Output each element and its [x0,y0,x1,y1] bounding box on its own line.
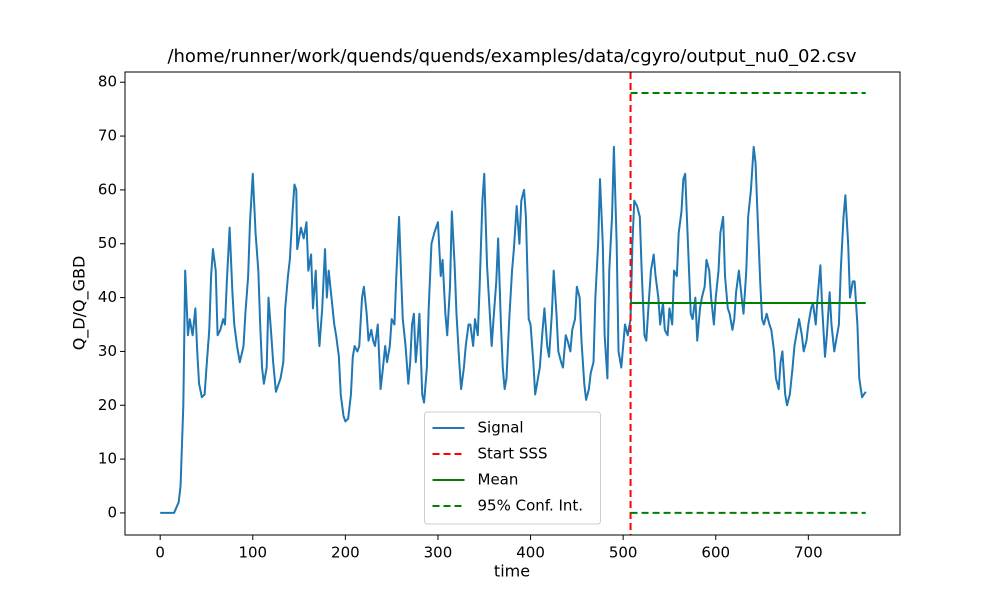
y-tick-label: 40 [98,288,117,306]
plot-frame [124,71,901,536]
legend-label: 95% Conf. Int. [478,497,584,515]
y-tick-label: 10 [98,450,117,468]
y-tick-label: 80 [98,73,117,91]
chart-title: /home/runner/work/quends/quends/examples… [167,46,856,67]
x-tick-label: 600 [701,544,730,562]
x-tick-label: 300 [424,544,453,562]
y-tick-label: 30 [98,342,117,360]
y-axis-label: Q_D/Q_GBD [70,256,90,351]
legend-label: Mean [478,471,519,489]
x-tick-label: 200 [331,544,360,562]
legend-box [424,411,601,525]
y-tick-label: 60 [98,180,117,198]
legend-label: Signal [478,419,524,437]
x-tick-label: 400 [516,544,545,562]
y-tick-label: 0 [107,503,117,521]
legend: Signal Start SSS Mean 95% Conf. Int. [424,411,601,525]
series-line [160,145,867,514]
x-tick-label: 700 [794,544,823,562]
y-tick-label: 70 [98,127,117,145]
y-tick-label: 20 [98,396,117,414]
legend-label: Start SSS [478,445,548,463]
x-tick-label: 100 [238,544,267,562]
y-tick-label: 50 [98,234,117,252]
x-tick-label: 500 [609,544,638,562]
x-axis-label: time [494,562,530,581]
x-tick-label: 0 [155,544,165,562]
